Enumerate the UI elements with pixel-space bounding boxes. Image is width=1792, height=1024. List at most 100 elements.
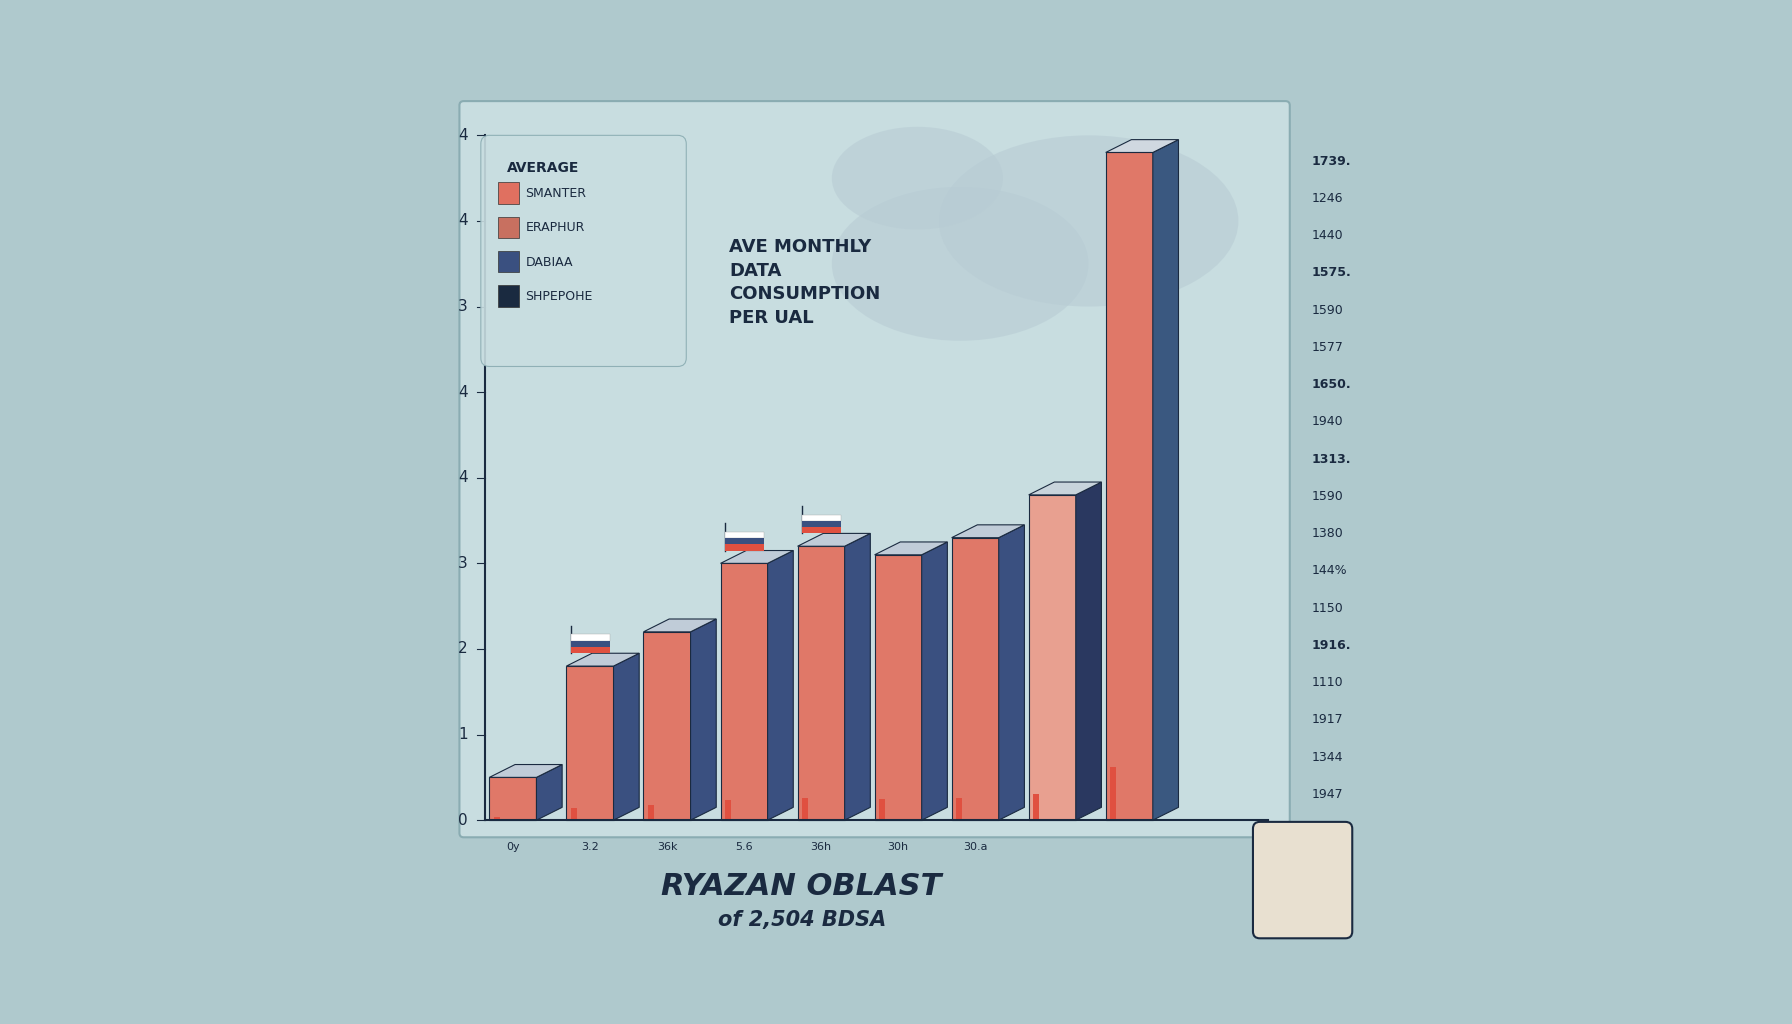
FancyBboxPatch shape (480, 135, 686, 367)
Text: 1917: 1917 (1312, 714, 1342, 726)
Polygon shape (566, 666, 613, 820)
Polygon shape (1106, 139, 1179, 153)
Polygon shape (955, 798, 962, 820)
Text: 0: 0 (459, 813, 468, 827)
Text: SMANTER: SMANTER (525, 187, 586, 200)
Text: 3: 3 (459, 556, 468, 570)
Text: SHPEPOHE: SHPEPOHE (525, 290, 593, 303)
Text: 1246: 1246 (1312, 191, 1342, 205)
Polygon shape (1269, 889, 1312, 906)
Text: 1575.: 1575. (1312, 266, 1351, 280)
Polygon shape (726, 538, 763, 544)
Polygon shape (566, 653, 640, 666)
Text: ERAPHUR: ERAPHUR (525, 221, 584, 234)
Polygon shape (1075, 482, 1102, 820)
Polygon shape (572, 647, 609, 653)
Text: 1947: 1947 (1312, 788, 1342, 801)
Text: 36k: 36k (656, 842, 677, 852)
Text: 5.6: 5.6 (735, 842, 753, 852)
Text: 1380: 1380 (1312, 527, 1342, 540)
Text: AVERAGE: AVERAGE (507, 161, 579, 175)
Text: 1916.: 1916. (1312, 639, 1351, 652)
FancyBboxPatch shape (1253, 822, 1353, 938)
Text: 1313.: 1313. (1312, 453, 1351, 466)
Text: 36h: 36h (810, 842, 831, 852)
Polygon shape (803, 527, 840, 534)
Polygon shape (690, 618, 717, 820)
Polygon shape (726, 544, 763, 551)
Polygon shape (572, 641, 609, 647)
Text: 1110: 1110 (1312, 676, 1342, 689)
Polygon shape (1032, 795, 1039, 820)
Polygon shape (1029, 482, 1102, 495)
Polygon shape (797, 534, 871, 546)
Text: 0y: 0y (505, 842, 520, 852)
Text: AVE MONTHLY
DATA
CONSUMPTION
PER UAL: AVE MONTHLY DATA CONSUMPTION PER UAL (729, 238, 880, 327)
FancyBboxPatch shape (459, 101, 1290, 838)
Text: 30.a: 30.a (962, 842, 987, 852)
Polygon shape (489, 765, 563, 777)
Polygon shape (720, 551, 794, 563)
Polygon shape (613, 653, 640, 820)
Polygon shape (1029, 495, 1075, 820)
Polygon shape (952, 525, 1025, 538)
Polygon shape (536, 765, 563, 820)
Polygon shape (498, 251, 520, 272)
Ellipse shape (831, 127, 1004, 229)
Polygon shape (643, 632, 690, 820)
Polygon shape (803, 515, 840, 521)
Ellipse shape (831, 186, 1088, 341)
Text: 1940: 1940 (1312, 416, 1342, 428)
Polygon shape (493, 817, 500, 820)
Polygon shape (726, 531, 763, 538)
Polygon shape (767, 551, 794, 820)
Polygon shape (844, 534, 871, 820)
Polygon shape (489, 777, 536, 820)
Text: RYAZAN OBLAST: RYAZAN OBLAST (661, 871, 943, 900)
Polygon shape (498, 285, 520, 306)
Polygon shape (647, 805, 654, 820)
Polygon shape (878, 799, 885, 820)
Text: 4: 4 (459, 385, 468, 399)
Text: 1577: 1577 (1312, 341, 1342, 354)
Polygon shape (498, 182, 520, 204)
Text: DABIAA: DABIAA (525, 256, 573, 268)
Polygon shape (570, 808, 577, 820)
Polygon shape (1106, 153, 1152, 820)
Text: 3.2: 3.2 (581, 842, 599, 852)
Polygon shape (998, 525, 1025, 820)
Polygon shape (724, 800, 731, 820)
Text: 3: 3 (459, 299, 468, 314)
Polygon shape (498, 217, 520, 238)
Polygon shape (874, 542, 948, 555)
Text: of 2,504 BDSA: of 2,504 BDSA (717, 910, 885, 930)
Polygon shape (797, 546, 844, 820)
Text: 4: 4 (459, 128, 468, 143)
Polygon shape (1269, 871, 1312, 889)
Text: 1: 1 (459, 727, 468, 742)
Polygon shape (1152, 139, 1179, 820)
Text: 4: 4 (459, 470, 468, 485)
Text: 1739.: 1739. (1312, 155, 1351, 168)
Text: 1344: 1344 (1312, 751, 1342, 764)
Polygon shape (803, 521, 840, 527)
Text: 1440: 1440 (1312, 229, 1342, 242)
Polygon shape (952, 538, 998, 820)
Polygon shape (720, 563, 767, 820)
Text: 144%: 144% (1312, 564, 1348, 578)
Text: 30h: 30h (887, 842, 909, 852)
Text: 4: 4 (459, 213, 468, 228)
Text: 1590: 1590 (1312, 303, 1342, 316)
Polygon shape (921, 542, 948, 820)
Polygon shape (643, 618, 717, 632)
Text: 2: 2 (459, 641, 468, 656)
Polygon shape (572, 635, 609, 641)
Polygon shape (1109, 767, 1116, 820)
Ellipse shape (939, 135, 1238, 306)
Polygon shape (801, 799, 808, 820)
Text: 1590: 1590 (1312, 489, 1342, 503)
Text: 1650.: 1650. (1312, 378, 1351, 391)
Polygon shape (1269, 854, 1312, 871)
Polygon shape (874, 555, 921, 820)
Text: 1150: 1150 (1312, 602, 1342, 614)
